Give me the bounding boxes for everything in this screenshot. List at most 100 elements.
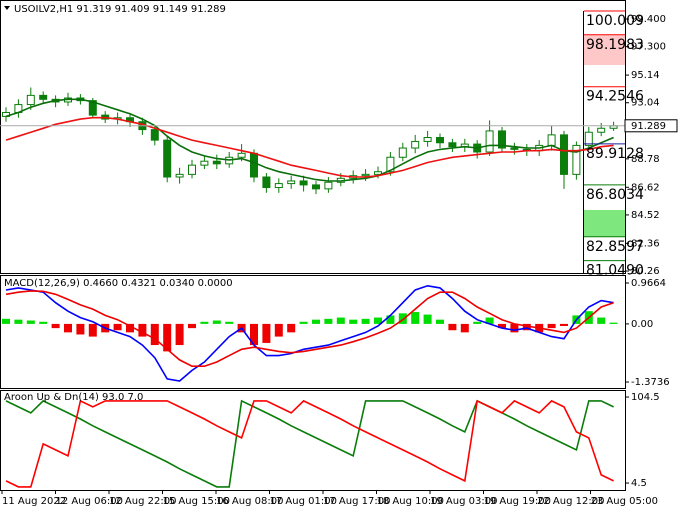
candle-body: [163, 139, 172, 178]
x-tick-label: 16 Aug 08:00: [216, 496, 283, 507]
candle-body: [212, 160, 221, 165]
macd-bar: [150, 323, 159, 346]
fib-zone-green: [584, 210, 625, 237]
macd-bar: [423, 314, 432, 324]
panel-title: USOILV2,H1 91.319 91.409 91.149 91.289: [14, 4, 226, 15]
macd-bar: [473, 321, 482, 324]
fib-zone-red: [584, 35, 625, 65]
candle-body: [324, 181, 333, 190]
aroon-panel-frame: [0, 390, 626, 491]
x-tick-label: 17 Aug 17:00: [323, 496, 390, 507]
macd-bar: [324, 318, 333, 324]
macd-bar: [299, 321, 308, 324]
last-price-tag: [624, 119, 678, 133]
macd-bar: [287, 323, 296, 333]
candle-body: [448, 142, 457, 148]
y-tick-label: 4.5: [631, 478, 647, 489]
macd-panel-frame: [0, 275, 626, 389]
x-tick-label: 12 Aug 06:00: [56, 496, 123, 507]
candle-body: [374, 171, 382, 175]
y-tick-label: -1.3736: [631, 377, 670, 388]
candle-body: [250, 152, 258, 178]
macd-bar: [510, 323, 519, 333]
candle-body: [26, 94, 35, 106]
fib-level-label: 86.8034: [586, 187, 644, 203]
x-tick-label: 23 Aug 05:00: [591, 496, 658, 507]
macd-bar: [250, 323, 258, 346]
macd-bar: [411, 312, 420, 324]
candle-body: [361, 173, 370, 177]
candle-body: [262, 176, 271, 189]
macd-bar: [398, 313, 407, 324]
x-tick-label: 22 Aug 12:00: [537, 496, 604, 507]
candle-body: [88, 100, 97, 116]
y-tick-label: 86.62: [631, 182, 660, 193]
y-tick-label: 0.9664: [631, 278, 666, 289]
x-tick-label: 19 Aug 19:00: [484, 496, 551, 507]
macd-bar: [498, 323, 506, 329]
last-price-label: 91.289: [631, 121, 666, 132]
candle-body: [287, 180, 296, 185]
macd-bar: [485, 317, 494, 324]
x-tick-label: 19 Aug 03:00: [430, 496, 497, 507]
candle-body: [237, 152, 246, 158]
candle-body: [386, 156, 395, 173]
macd-bar: [39, 321, 48, 324]
macd-bar: [163, 323, 172, 352]
panel-title: Aroon Up & Dn(14) 93.0 7.0: [4, 392, 143, 403]
macd-bar: [225, 321, 234, 324]
candle-body: [150, 129, 159, 141]
macd-bar: [212, 320, 221, 324]
fib-level-label: 98.1983: [586, 37, 644, 53]
y-tick-label: 84.52: [631, 210, 660, 221]
panel-title: MACD(12,26,9) 0.4660 0.4321 0.0340 0.000…: [4, 278, 233, 289]
aroon-line: [5, 399, 614, 488]
fib-level-label: 94.2546: [586, 89, 644, 105]
macd-bar: [175, 323, 184, 346]
x-tick-label: 18 Aug 10:00: [377, 496, 444, 507]
macd-bar: [609, 322, 618, 324]
candle-body: [200, 160, 209, 166]
x-tick-label: 15 Aug 15:00: [163, 496, 230, 507]
macd-bar: [312, 319, 320, 324]
candle-body: [572, 144, 581, 175]
collapse-icon[interactable]: [4, 6, 10, 10]
moving-average: [5, 98, 614, 182]
macd-bar: [51, 323, 60, 329]
candle-body: [436, 137, 444, 144]
moving-average: [5, 116, 614, 178]
candle-body: [485, 130, 494, 153]
y-tick-label: 97.300: [631, 42, 666, 53]
y-tick-label: 95.14: [631, 70, 660, 81]
candle-body: [584, 131, 593, 146]
macd-bar: [64, 323, 72, 333]
macd-bar: [436, 319, 444, 324]
macd-bar: [547, 323, 556, 329]
x-tick-label: 12 Aug 22:00: [109, 496, 176, 507]
candle-body: [2, 111, 10, 117]
y-tick-label: 82.36: [631, 238, 660, 249]
macd-bar: [200, 321, 209, 324]
macd-bar: [386, 315, 395, 324]
macd-bar: [262, 323, 271, 343]
y-tick-label: 93.04: [631, 98, 660, 109]
macd-bar: [14, 319, 23, 324]
candle-body: [411, 140, 420, 149]
y-tick-label: 80.26: [631, 266, 660, 277]
candle-body: [423, 137, 432, 142]
macd-bar: [374, 317, 382, 324]
candle-body: [188, 164, 196, 175]
candle-body: [39, 94, 48, 100]
macd-bar: [138, 323, 147, 337]
macd-bar: [560, 323, 568, 327]
macd-bar: [76, 323, 85, 335]
macd-bar: [26, 320, 35, 324]
candle-body: [175, 173, 184, 178]
fib-level-label: 100.009: [586, 13, 644, 29]
macd-bar: [448, 323, 457, 331]
candle-body: [498, 130, 506, 149]
x-tick-label: 17 Aug 01:00: [270, 496, 337, 507]
candle-body: [560, 134, 568, 175]
candle-body: [597, 127, 606, 133]
fib-level-label: 89.9128: [586, 146, 644, 162]
